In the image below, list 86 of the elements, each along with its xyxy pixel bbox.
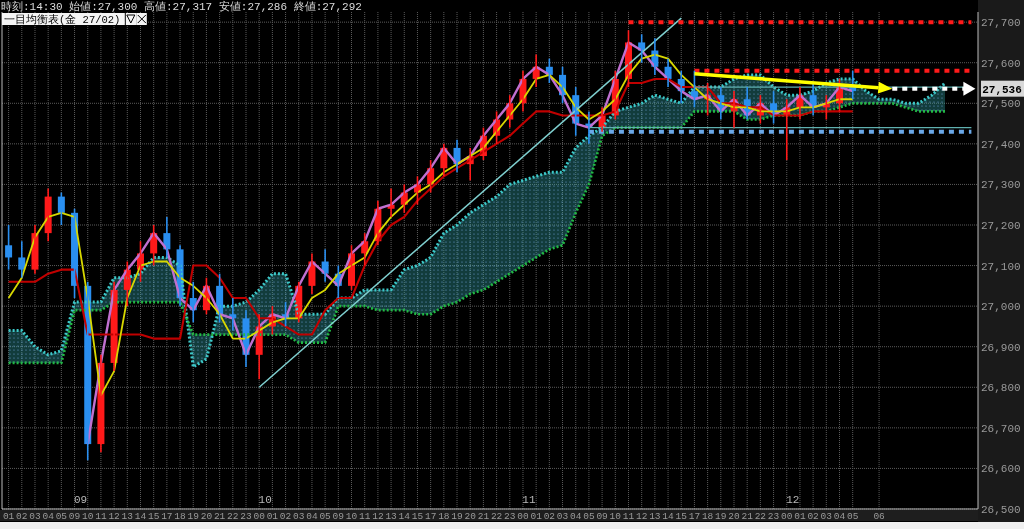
x-tick-label: 12 — [635, 511, 648, 522]
x-tick-label: 15 — [675, 511, 688, 522]
x-tick-label: 04 — [306, 511, 318, 522]
x-tick-label: 22 — [490, 511, 503, 522]
x-tick-label: 00 — [253, 511, 266, 522]
x-tick-label: 01 — [530, 511, 543, 522]
x-tick-label: 10 — [345, 511, 358, 522]
x-tick-label: 13 — [385, 511, 398, 522]
x-tick-label: 12 — [372, 511, 384, 522]
x-tick-label: 17 — [688, 511, 701, 522]
chart-title: 時刻:14:30 始値:27,300 高値:27,317 安値:27,286 終値:27,292 — [1, 0, 362, 13]
y-tick-label: 27,200 — [981, 220, 1021, 232]
x-tick-label: 06 — [873, 511, 886, 522]
x-tick-label: 02 — [16, 511, 28, 522]
x-tick-label: 01 — [2, 511, 15, 522]
y-tick-label: 27,300 — [981, 179, 1021, 192]
x-tick-label: 03 — [29, 511, 41, 522]
x-tick-label: 03 — [556, 511, 569, 522]
y-tick-label: 26,900 — [981, 341, 1021, 354]
x-tick-label: 19 — [715, 511, 727, 522]
y-tick-label: 26,600 — [981, 463, 1021, 476]
x-tick-label: 02 — [543, 511, 556, 522]
x-tick-label: 20 — [200, 511, 213, 522]
annotation: 09 — [73, 494, 88, 506]
x-tick-label: 18 — [438, 511, 450, 522]
x-tick-label: 14 — [662, 511, 675, 522]
x-tick-label: 22 — [754, 511, 767, 522]
x-tick-label: 11 — [359, 511, 371, 522]
x-tick-label: 15 — [411, 511, 424, 522]
y-tick-label: 27,500 — [981, 98, 1021, 111]
x-tick-label: 04 — [833, 511, 846, 522]
x-tick-label: 03 — [293, 511, 305, 522]
x-tick-label: 03 — [820, 511, 833, 522]
x-tick-label: 09 — [596, 511, 609, 522]
x-tick-label: 01 — [266, 511, 279, 522]
y-tick-label: 26,800 — [981, 382, 1021, 395]
x-tick-label: 13 — [649, 511, 661, 522]
annotation: 11 — [522, 494, 536, 506]
x-tick-label: 00 — [517, 511, 529, 522]
y-tick-label: 26,700 — [981, 422, 1021, 435]
x-tick-label: 17 — [161, 511, 173, 522]
x-tick-label: 23 — [240, 511, 252, 522]
x-tick-label: 12 — [108, 511, 121, 522]
x-tick-label: 21 — [213, 511, 226, 522]
x-tick-label: 10 — [82, 511, 94, 522]
chart-subtitle: 一目均衡表(金 27/02) — [4, 13, 121, 26]
x-tick-label: 05 — [847, 511, 859, 522]
x-tick-label: 20 — [728, 511, 740, 522]
x-tick-label: 14 — [398, 511, 411, 522]
x-tick-label: 01 — [794, 511, 806, 522]
x-tick-label: 18 — [174, 511, 187, 522]
y-tick-label: 26,500 — [981, 504, 1021, 516]
x-tick-label: 04 — [42, 511, 55, 522]
x-tick-label: 09 — [332, 511, 345, 522]
y-tick-label: 27,000 — [981, 301, 1021, 314]
x-tick-label: 21 — [477, 511, 490, 522]
y-tick-label: 27,700 — [981, 17, 1021, 30]
annotation: 12 — [786, 494, 800, 506]
x-tick-label: 23 — [504, 511, 516, 522]
x-tick-label: 02 — [279, 511, 292, 522]
x-tick-label: 14 — [134, 511, 147, 522]
x-tick-label: 05 — [319, 511, 332, 522]
y-tick-label: 27,100 — [981, 260, 1021, 273]
x-tick-label: 15 — [147, 511, 160, 522]
y-tick-label: 27,600 — [981, 57, 1021, 70]
x-tick-label: 23 — [767, 511, 780, 522]
x-tick-label: 18 — [701, 511, 714, 522]
x-tick-label: 22 — [227, 511, 239, 522]
x-tick-label: 19 — [451, 511, 464, 522]
x-tick-label: 11 — [622, 511, 635, 522]
x-tick-label: 09 — [68, 511, 81, 522]
x-tick-label: 02 — [807, 511, 820, 522]
annotation: 10 — [258, 494, 272, 506]
y-tick-label: 27,400 — [981, 138, 1021, 151]
x-tick-label: 00 — [781, 511, 793, 522]
x-tick-label: 19 — [187, 511, 200, 522]
x-tick-label: 20 — [464, 511, 477, 522]
x-tick-label: 05 — [55, 511, 68, 522]
x-tick-label: 11 — [95, 511, 107, 522]
x-tick-label: 05 — [583, 511, 595, 522]
x-tick-label: 21 — [741, 511, 754, 522]
x-tick-label: 13 — [121, 511, 134, 522]
x-tick-label: 10 — [609, 511, 622, 522]
annotation: 27,536 — [982, 83, 1022, 96]
x-tick-label: 17 — [424, 511, 437, 522]
x-tick-label: 04 — [570, 511, 582, 522]
